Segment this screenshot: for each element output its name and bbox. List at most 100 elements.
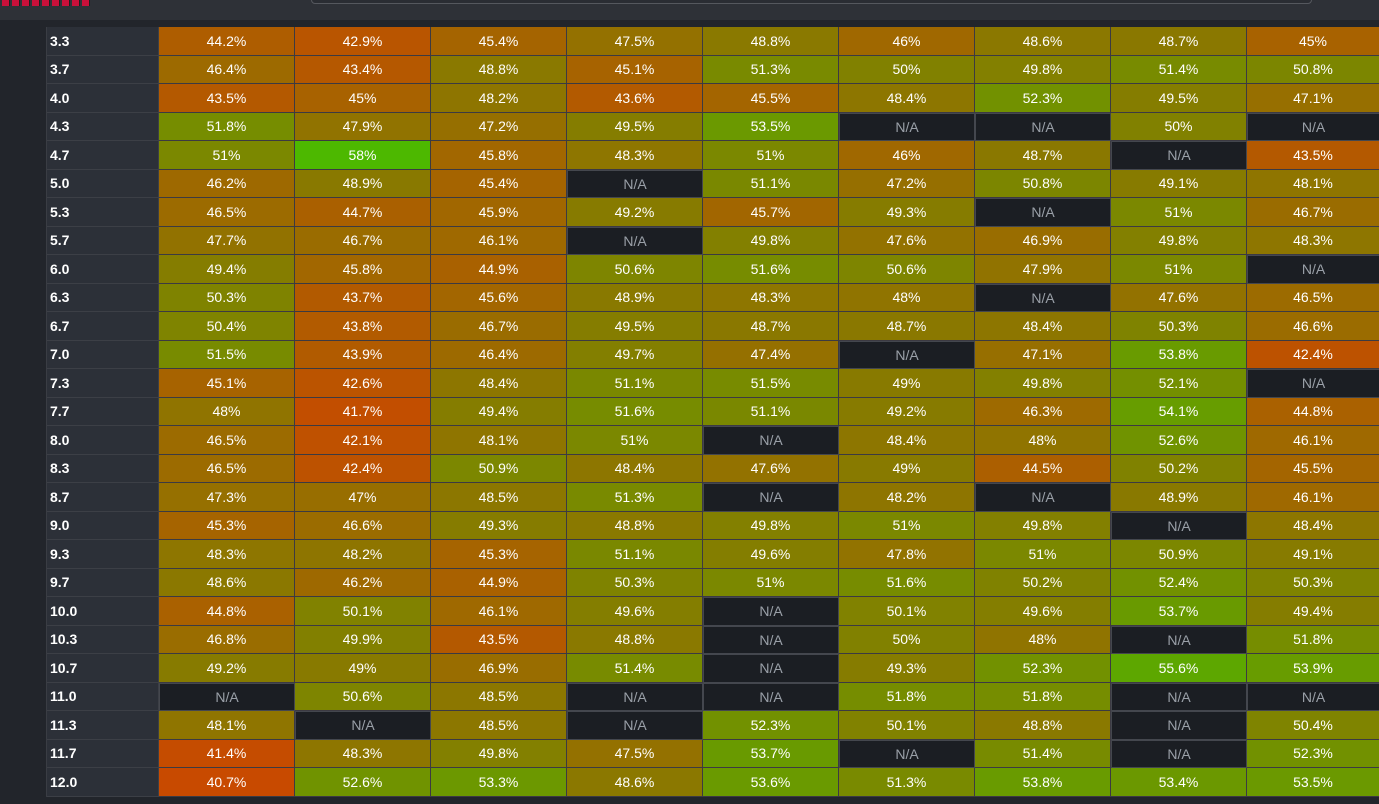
heatmap-cell: 51.4% — [567, 654, 703, 683]
heatmap-cell: 50.6% — [839, 255, 975, 284]
heatmap-cell: 46.9% — [975, 226, 1111, 255]
heatmap-cell: 46.4% — [431, 340, 567, 369]
heatmap-cell: 43.6% — [567, 84, 703, 113]
heatmap-cell: N/A — [703, 625, 839, 654]
heatmap-cell: 48% — [839, 283, 975, 312]
heatmap-cell: 48.4% — [1247, 511, 1379, 540]
heatmap-cell: 46.1% — [431, 226, 567, 255]
heatmap-cell: 48.6% — [975, 27, 1111, 56]
heatmap-cell: 44.8% — [159, 597, 295, 626]
heatmap-cell: 46% — [839, 141, 975, 170]
heatmap-cell: 46% — [839, 27, 975, 56]
heatmap-cell: 49% — [839, 369, 975, 398]
heatmap-cell: 46.9% — [431, 654, 567, 683]
heatmap-cell: 48.3% — [1247, 226, 1379, 255]
heatmap-cell: 48.3% — [159, 540, 295, 569]
table-row: 5.3 46.5% 44.7% 45.9% 49.2% 45.7% 49.3% N/A 51% 4… — [47, 198, 1379, 227]
heatmap-cell: 47.6% — [1111, 283, 1247, 312]
row-label: 8.0 — [47, 426, 159, 455]
heatmap-cell: 46.6% — [1247, 312, 1379, 341]
heatmap-cell: 49.8% — [1111, 226, 1247, 255]
heatmap-cell: 45.5% — [703, 84, 839, 113]
table-row: 9.3 48.3% 48.2% 45.3% 51.1% 49.6% 47.8% 51% 50.9… — [47, 540, 1379, 569]
heatmap-cell: 45% — [295, 84, 431, 113]
heatmap-cell: 44.9% — [431, 568, 567, 597]
row-label: 8.7 — [47, 483, 159, 512]
heatmap-cell: 49.1% — [1247, 540, 1379, 569]
heatmap-cell: 44.7% — [295, 198, 431, 227]
heatmap-cell: 47% — [295, 483, 431, 512]
heatmap-cell: 45.4% — [431, 169, 567, 198]
heatmap-cell: 46.5% — [159, 426, 295, 455]
heatmap-cell: 51% — [703, 568, 839, 597]
heatmap-cell: 53.3% — [431, 768, 567, 797]
heatmap-cell: N/A — [703, 682, 839, 711]
heatmap-cell: 45.8% — [431, 141, 567, 170]
row-label: 6.0 — [47, 255, 159, 284]
heatmap-cell: 49.3% — [839, 198, 975, 227]
heatmap-cell: 51% — [1111, 255, 1247, 284]
table-row: 11.7 41.4% 48.3% 49.8% 47.5% 53.7% N/A 51.4% N/A… — [47, 739, 1379, 768]
heatmap-cell: 45.3% — [159, 511, 295, 540]
heatmap-cell: 51.1% — [703, 397, 839, 426]
heatmap-cell: 43.9% — [295, 340, 431, 369]
heatmap-cell: 50% — [839, 625, 975, 654]
heatmap-cell: 49.5% — [567, 312, 703, 341]
heatmap-cell: 48.7% — [839, 312, 975, 341]
heatmap-cell: N/A — [703, 426, 839, 455]
heatmap-cell: 49.6% — [975, 597, 1111, 626]
row-label: 10.0 — [47, 597, 159, 626]
heatmap-cell: 46.7% — [1247, 198, 1379, 227]
heatmap-cell: 50.9% — [431, 454, 567, 483]
heatmap-cell: 52.3% — [1247, 739, 1379, 768]
heatmap-cell: 48.9% — [567, 283, 703, 312]
left-gutter — [0, 20, 46, 804]
heatmap-cell: 51.3% — [839, 768, 975, 797]
heatmap-cell: 48.4% — [567, 454, 703, 483]
heatmap-cell: 41.7% — [295, 397, 431, 426]
heatmap-cell: 51.6% — [567, 397, 703, 426]
heatmap-cell: 42.4% — [1247, 340, 1379, 369]
heatmap-cell: 51.5% — [703, 369, 839, 398]
table-row: 10.7 49.2% 49% 46.9% 51.4% N/A 49.3% 52.3% 55.6%… — [47, 654, 1379, 683]
heatmap-cell: 49.8% — [975, 369, 1111, 398]
heatmap-cell: 53.5% — [703, 112, 839, 141]
row-label: 6.7 — [47, 312, 159, 341]
heatmap-cell: 51.3% — [703, 55, 839, 84]
table-row: 6.0 49.4% 45.8% 44.9% 50.6% 51.6% 50.6% 47.9% 51… — [47, 255, 1379, 284]
heatmap-cell: 48.8% — [567, 511, 703, 540]
search-input[interactable] — [311, 0, 1312, 4]
row-label: 10.7 — [47, 654, 159, 683]
heatmap-cell: 45.1% — [159, 369, 295, 398]
heatmap-cell: 50.2% — [975, 568, 1111, 597]
heatmap-cell: 47.8% — [839, 540, 975, 569]
heatmap-cell: 50.2% — [1111, 454, 1247, 483]
heatmap-cell: 48.3% — [567, 141, 703, 170]
heatmap-cell: 43.5% — [431, 625, 567, 654]
heatmap-cell: 49% — [295, 654, 431, 683]
heatmap-cell: 51.8% — [975, 682, 1111, 711]
heatmap-cell: 52.3% — [703, 711, 839, 740]
table-row: 9.0 45.3% 46.6% 49.3% 48.8% 49.8% 51% 49.8% N/A 4… — [47, 511, 1379, 540]
heatmap-cell: 50% — [1111, 112, 1247, 141]
heatmap-cell: 49.6% — [567, 597, 703, 626]
heatmap-cell: 46.5% — [1247, 283, 1379, 312]
heatmap-cell: 51% — [159, 141, 295, 170]
heatmap-cell: 48.8% — [567, 625, 703, 654]
heatmap-cell: N/A — [1247, 369, 1379, 398]
heatmap-cell: 52.1% — [1111, 369, 1247, 398]
heatmap-cell: 50.6% — [295, 682, 431, 711]
heatmap-cell: 46.1% — [1247, 426, 1379, 455]
heatmap-cell: 50.1% — [839, 597, 975, 626]
heatmap-cell: 49.5% — [567, 112, 703, 141]
heatmap-cell: 46.5% — [159, 454, 295, 483]
heatmap-cell: 53.8% — [975, 768, 1111, 797]
heatmap-cell: 47.9% — [295, 112, 431, 141]
heatmap-cell: 50.1% — [839, 711, 975, 740]
table-row: 11.0 N/A 50.6% 48.5% N/A N/A 51.8% 51.8% N/A N/A — [47, 682, 1379, 711]
heatmap-cell: 51.6% — [703, 255, 839, 284]
heatmap-cell: 50% — [839, 55, 975, 84]
heatmap-cell: 51.4% — [975, 739, 1111, 768]
heatmap-cell: 49.2% — [839, 397, 975, 426]
row-label: 4.3 — [47, 112, 159, 141]
